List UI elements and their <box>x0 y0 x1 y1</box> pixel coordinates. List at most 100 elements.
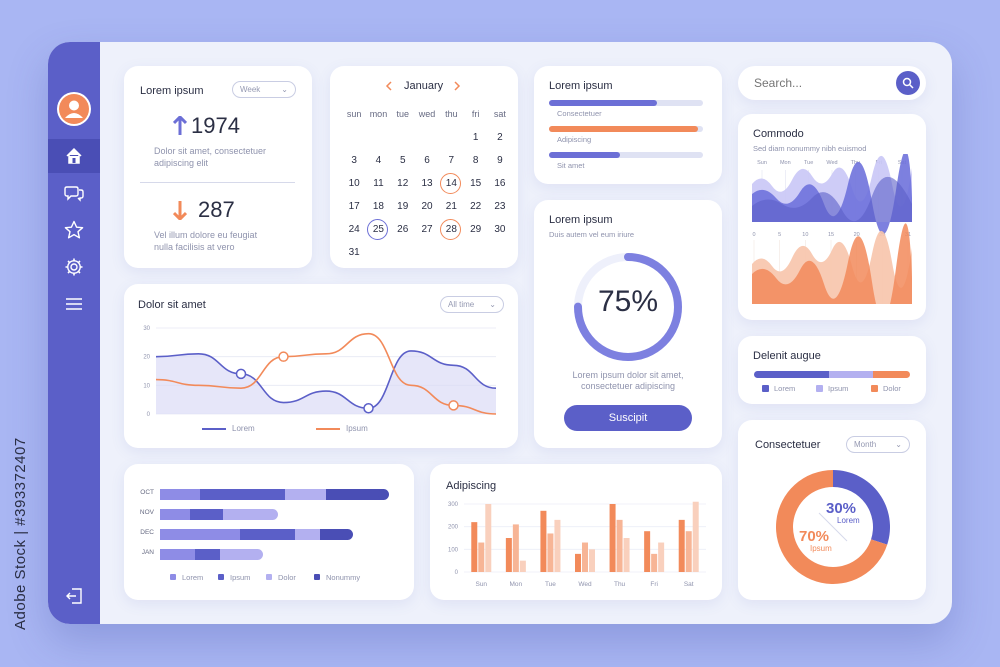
calendar-day[interactable]: 6 <box>415 152 439 169</box>
calendar-day[interactable]: 31 <box>342 244 366 261</box>
vbar-bar <box>512 524 519 572</box>
hbar-legend-swatch <box>170 574 176 580</box>
calendar-empty-cell <box>415 244 439 261</box>
chevron-left-icon[interactable] <box>385 81 393 91</box>
calendar-day[interactable]: 26 <box>391 221 415 238</box>
line-point-marker[interactable] <box>235 368 247 380</box>
calendar-day[interactable]: 4 <box>366 152 390 169</box>
donut-label-lorem: Lorem <box>837 516 860 525</box>
calendar-day[interactable]: 13 <box>415 175 439 192</box>
calendar-day[interactable]: 28 <box>439 219 463 240</box>
percent-ring <box>574 253 682 361</box>
vertical-bar-chart: 0 100 200 300 Sun Mon Tue Wed Thu Fri Sat <box>448 501 706 588</box>
line-point-marker[interactable] <box>363 403 374 414</box>
legend-dot <box>871 385 878 392</box>
donut-slice-lorem[interactable] <box>833 470 890 545</box>
calendar-day[interactable]: 29 <box>463 221 487 238</box>
ring-progress <box>574 253 682 361</box>
calendar-day[interactable]: 1 <box>463 129 487 146</box>
calendar-day[interactable]: 3 <box>342 152 366 169</box>
day-number: 29 <box>470 224 482 235</box>
calendar-day[interactable]: 10 <box>342 175 366 192</box>
day-number: 12 <box>397 178 409 189</box>
donut-period-value: Month <box>854 440 877 449</box>
search-box[interactable] <box>738 66 926 100</box>
calendar-day[interactable]: 11 <box>366 175 390 192</box>
logout-icon <box>66 588 82 604</box>
vbar-bar <box>651 553 658 572</box>
calendar-empty-cell <box>391 244 415 261</box>
day-highlight-ring <box>367 219 389 240</box>
calendar-day[interactable]: 24 <box>342 221 366 238</box>
line-point-marker[interactable] <box>448 400 459 411</box>
up-text-2: adipiscing elit <box>154 158 209 168</box>
calendar-day[interactable]: 9 <box>488 152 512 169</box>
period-select[interactable]: Week ⌄ <box>232 81 296 98</box>
arrow-up-icon <box>173 116 187 135</box>
chevron-right-icon[interactable] <box>453 81 461 91</box>
wave-top-tick: Wed <box>826 160 837 166</box>
avatar[interactable] <box>57 92 91 126</box>
calendar-empty-cell <box>366 129 390 146</box>
line-period-select[interactable]: All time ⌄ <box>440 296 504 313</box>
day-number: 31 <box>348 247 360 258</box>
calendar-day[interactable]: 17 <box>342 198 366 215</box>
stack-legend-dolor: Dolor <box>871 384 901 393</box>
stacked-segment <box>828 371 873 378</box>
calendar-empty-cell <box>391 129 415 146</box>
line-point-marker[interactable] <box>278 351 289 362</box>
calendar-day[interactable]: 22 <box>463 198 487 215</box>
calendar-day[interactable]: 19 <box>391 198 415 215</box>
search-button[interactable] <box>896 71 920 95</box>
calendar-day[interactable]: 7 <box>439 152 463 169</box>
calendar-day[interactable]: 20 <box>415 198 439 215</box>
day-number: 16 <box>494 178 506 189</box>
donut-period-select[interactable]: Month ⌄ <box>846 436 910 453</box>
vbar-bar <box>540 510 547 572</box>
calendar-day[interactable]: 25 <box>366 219 390 240</box>
wave-top-tick: Thu <box>851 160 860 166</box>
calendar-day[interactable]: 30 <box>488 221 512 238</box>
menu-icon <box>66 298 82 310</box>
day-number: 8 <box>472 155 479 166</box>
hbar-cap <box>252 549 263 560</box>
calendar-day[interactable]: 2 <box>488 129 512 146</box>
calendar-day[interactable]: 15 <box>463 175 487 192</box>
search-input[interactable] <box>754 74 884 92</box>
calendar-day[interactable]: 12 <box>391 175 415 192</box>
calendar-day[interactable]: 16 <box>488 175 512 192</box>
watermark-text: Adobe Stock | #393372407 <box>12 437 29 630</box>
calendar-day[interactable]: 5 <box>391 152 415 169</box>
sidebar-item-favorites[interactable] <box>48 213 100 247</box>
calendar-day[interactable]: 8 <box>463 152 487 169</box>
chevron-down-icon: ⌄ <box>895 440 902 449</box>
legend-line-lorem <box>202 427 226 430</box>
calendar-empty-cell <box>463 244 487 261</box>
day-number: 30 <box>494 224 506 235</box>
calendar-day[interactable]: 27 <box>415 221 439 238</box>
calendar-day[interactable]: 18 <box>366 198 390 215</box>
sidebar-item-home[interactable] <box>48 139 100 173</box>
stacked-segment <box>872 371 910 378</box>
logout-button[interactable] <box>48 579 100 613</box>
day-highlight-ring <box>440 173 462 194</box>
calendar-day[interactable]: 23 <box>488 198 512 215</box>
suscipit-button[interactable]: Suscipit <box>564 405 692 431</box>
wave-top-tick: Sun <box>757 160 767 166</box>
hbar-segment <box>220 549 258 560</box>
legend-label: Lorem <box>232 424 255 433</box>
vbar-category-label: Sun <box>475 581 487 588</box>
hbar-segment <box>326 489 384 500</box>
vbar-bar <box>685 531 692 572</box>
calendar-day[interactable]: 21 <box>439 198 463 215</box>
day-number: 4 <box>375 155 382 166</box>
donut-slice-ipsum[interactable] <box>776 470 888 584</box>
legend-label: Dolor <box>883 384 901 393</box>
hbar-segment <box>160 509 190 520</box>
stacked-segment <box>754 371 829 378</box>
sidebar-item-messages[interactable] <box>48 176 100 210</box>
weekday-label: tue <box>396 109 409 119</box>
sidebar-item-settings[interactable] <box>48 250 100 284</box>
sidebar-item-menu[interactable] <box>48 287 100 321</box>
calendar-day[interactable]: 14 <box>439 173 463 194</box>
